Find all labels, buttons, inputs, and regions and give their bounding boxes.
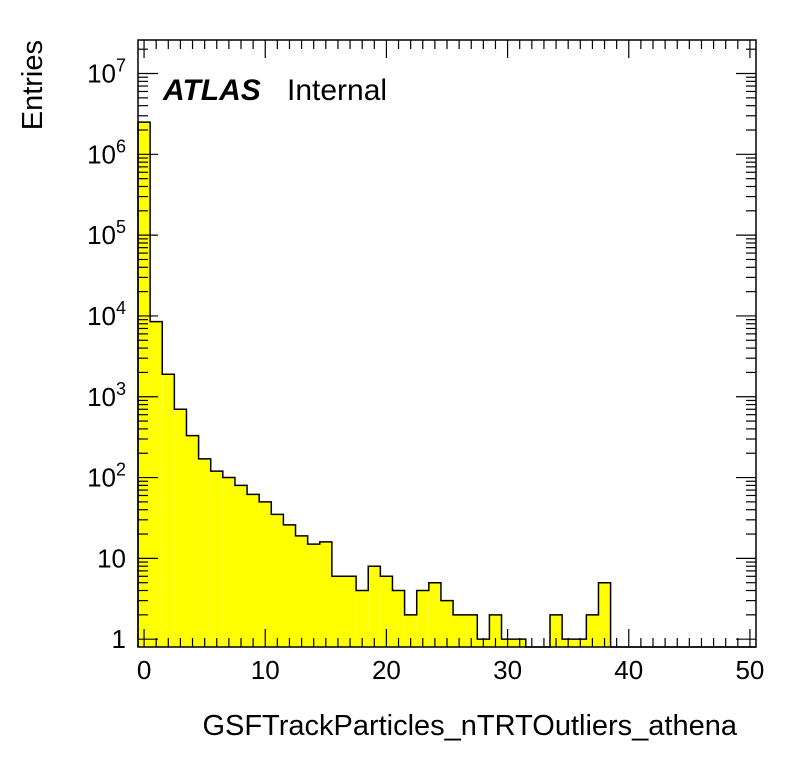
histogram-bar — [295, 535, 308, 647]
histogram-bars — [138, 122, 611, 647]
histogram-bar — [138, 122, 151, 647]
y-tick-label: 1 — [112, 624, 126, 654]
y-axis-label: Entries — [17, 40, 49, 130]
y-tick-label: 104 — [87, 298, 126, 331]
histogram-bar — [392, 590, 405, 647]
x-tick-label: 0 — [137, 655, 151, 685]
histogram-bar — [234, 485, 248, 647]
x-axis-ticks — [143, 40, 751, 647]
histogram-bar — [259, 501, 272, 647]
histogram-bar — [271, 514, 284, 647]
histogram-bar — [586, 614, 599, 647]
x-tick-label: 30 — [493, 655, 522, 685]
histogram-outline — [137, 121, 756, 648]
status-label: Internal — [287, 74, 387, 107]
histogram-bar — [428, 582, 441, 647]
y-tick-label: 10 — [97, 543, 126, 573]
histogram-bar — [550, 614, 563, 647]
histogram-bar — [380, 576, 393, 647]
histogram-bar — [404, 614, 417, 647]
histogram-bar — [150, 321, 163, 647]
y-tick-label: 103 — [87, 379, 126, 412]
histogram-bar — [222, 477, 235, 647]
y-tick-label: 106 — [87, 136, 126, 169]
histogram-bar — [453, 614, 466, 647]
histogram-bar — [174, 409, 187, 647]
histogram-bar — [465, 614, 478, 647]
histogram-bar — [489, 614, 502, 647]
histogram-bar — [319, 541, 332, 647]
histogram-bar — [162, 374, 175, 647]
x-tick-label: 10 — [251, 655, 280, 685]
x-tick-label: 20 — [372, 655, 401, 685]
y-tick-label: 105 — [87, 217, 126, 250]
histogram-bar — [344, 576, 357, 647]
y-tick-label: 102 — [87, 460, 126, 493]
histogram-bar — [356, 590, 369, 647]
histogram-bar — [440, 600, 454, 647]
histogram-bar — [210, 471, 223, 647]
histogram-bar — [247, 494, 260, 647]
x-tick-label: 50 — [735, 655, 764, 685]
x-tick-label: 40 — [614, 655, 643, 685]
histogram-bar — [331, 576, 344, 647]
histogram-bar — [198, 458, 211, 647]
histogram-bar — [186, 435, 199, 647]
histogram-bar — [368, 566, 381, 647]
histogram-bar — [416, 590, 429, 647]
y-axis-ticks — [138, 48, 756, 640]
histogram-bar — [283, 524, 296, 647]
atlas-label: ATLAS — [162, 74, 261, 107]
x-axis-tick-labels: 0 10 20 30 40 50 — [137, 655, 765, 685]
y-axis-tick-labels: 1 10 102 103 104 105 106 107 — [87, 56, 126, 655]
y-tick-label: 107 — [87, 56, 126, 89]
histogram-bar — [598, 582, 611, 647]
x-axis-label: GSFTrackParticles_nTRTOutliers_athena — [202, 710, 737, 742]
histogram-bar — [307, 544, 320, 647]
